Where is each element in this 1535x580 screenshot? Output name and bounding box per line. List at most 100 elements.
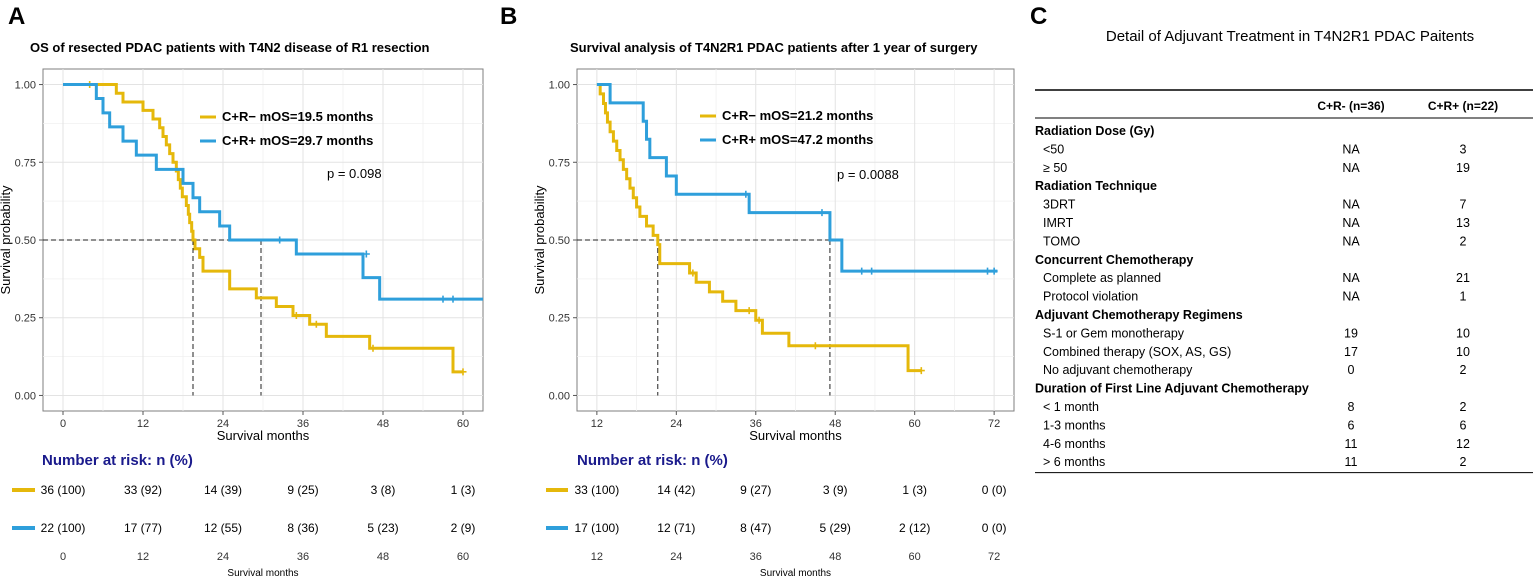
censor-mark: [917, 367, 925, 375]
table-row-label: TOMO: [1043, 234, 1081, 248]
censor-mark: [868, 267, 876, 275]
risk-cell: 14 (39): [204, 483, 242, 497]
risk-cell: 9 (25): [287, 483, 318, 497]
risk-cell: 33 (92): [124, 483, 162, 497]
censor-mark: [755, 316, 763, 324]
risk-cell: 17 (77): [124, 521, 162, 535]
table-cell: NA: [1342, 216, 1360, 230]
x-axis-label: Survival months: [749, 428, 842, 443]
censor-mark: [990, 267, 998, 275]
table-row-label: ≥ 50: [1043, 161, 1067, 175]
risk-cell: 0 (0): [982, 483, 1007, 497]
x-tick-label: 60: [457, 418, 469, 430]
table-row-label: < 1 month: [1043, 400, 1099, 414]
table-row-label: > 6 months: [1043, 455, 1105, 469]
risk-cell: 17 (100): [575, 521, 620, 535]
table-cell: 2: [1460, 234, 1467, 248]
table-cell: NA: [1342, 290, 1360, 304]
x-tick-label: 72: [988, 418, 1000, 430]
legend-entry: C+R− mOS=21.2 months: [722, 108, 873, 123]
risk-x-tick-label: 60: [457, 551, 469, 563]
table-row-label: <50: [1043, 142, 1064, 156]
table-cell: 7: [1460, 198, 1467, 212]
x-tick-label: 12: [591, 418, 603, 430]
x-tick-label: 60: [909, 418, 921, 430]
table-section-header: Radiation Dose (Gy): [1035, 124, 1154, 138]
x-axis-label: Survival months: [217, 428, 310, 443]
risk-x-tick-label: 48: [377, 551, 389, 563]
risk-cell: 2 (12): [899, 521, 930, 535]
p-value: p = 0.0088: [837, 167, 899, 182]
table-cell: 2: [1460, 400, 1467, 414]
risk-cell: 3 (9): [823, 483, 848, 497]
risk-cell: 8 (36): [287, 521, 318, 535]
y-tick-label: 0.75: [15, 157, 36, 169]
y-tick-label: 0.00: [549, 390, 570, 402]
censor-mark: [745, 307, 753, 315]
chart-title: OS of resected PDAC patients with T4N2 d…: [30, 40, 430, 55]
table-title: Detail of Adjuvant Treatment in T4N2R1 P…: [1106, 28, 1474, 45]
panel-letter: C: [1030, 3, 1047, 30]
table-section-header: Concurrent Chemotherapy: [1035, 253, 1193, 267]
table-cell: 19: [1456, 161, 1470, 175]
censor-mark: [449, 295, 457, 303]
censor-mark: [276, 236, 284, 244]
risk-cell: 3 (8): [371, 483, 396, 497]
table-section-header: Adjuvant Chemotherapy Regimens: [1035, 308, 1243, 322]
x-tick-label: 48: [377, 418, 389, 430]
censor-mark: [362, 250, 370, 258]
y-tick-label: 0.75: [549, 157, 570, 169]
risk-x-axis-label: Survival months: [760, 568, 831, 579]
censor-mark: [292, 312, 300, 320]
km-panel-a: A OS of resected PDAC patients with T4N2 …: [0, 3, 484, 579]
risk-table-title: Number at risk: n (%): [42, 452, 193, 469]
survival-curve-cr-minus: [596, 83, 922, 373]
table-cell: 12: [1456, 437, 1470, 451]
table-row-label: Complete as planned: [1043, 271, 1161, 285]
table-cell: 19: [1344, 326, 1358, 340]
censor-mark: [369, 344, 377, 352]
risk-x-tick-label: 12: [591, 551, 603, 563]
risk-cell: 2 (9): [451, 521, 476, 535]
table-row-label: No adjuvant chemotherapy: [1043, 363, 1193, 377]
table-cell: NA: [1342, 161, 1360, 175]
table-cell: 10: [1456, 326, 1470, 340]
column-header: C+R- (n=36): [1317, 99, 1384, 113]
y-tick-label: 0.25: [549, 313, 570, 325]
censor-mark: [984, 267, 992, 275]
risk-cell: 36 (100): [41, 483, 86, 497]
censor-mark: [858, 267, 866, 275]
x-tick-label: 48: [829, 418, 841, 430]
risk-x-tick-label: 36: [297, 551, 309, 563]
table-cell: NA: [1342, 234, 1360, 248]
x-tick-label: 12: [137, 418, 149, 430]
risk-x-tick-label: 48: [829, 551, 841, 563]
risk-cell: 33 (100): [575, 483, 620, 497]
table-cell: NA: [1342, 142, 1360, 156]
risk-cell: 12 (55): [204, 521, 242, 535]
chart-title: Survival analysis of T4N2R1 PDAC patient…: [570, 40, 978, 55]
censor-mark: [439, 295, 447, 303]
table-cell: 6: [1348, 418, 1355, 432]
table-cell: 2: [1460, 363, 1467, 377]
x-tick-label: 36: [750, 418, 762, 430]
survival-curve-cr-minus: [63, 83, 463, 374]
y-tick-label: 1.00: [15, 80, 36, 92]
table-cell: 1: [1460, 290, 1467, 304]
risk-cell: 5 (23): [367, 521, 398, 535]
table-cell: 0: [1348, 363, 1355, 377]
y-axis-label: Survival probability: [0, 185, 13, 295]
table-row-label: Protocol violation: [1043, 290, 1138, 304]
table-cell: 2: [1460, 455, 1467, 469]
risk-cell: 0 (0): [982, 521, 1007, 535]
panel-letter: A: [8, 3, 25, 30]
risk-cell: 14 (42): [657, 483, 695, 497]
survival-curve-cr-plus: [63, 83, 483, 301]
y-axis-label: Survival probability: [532, 185, 547, 295]
risk-x-tick-label: 24: [670, 551, 682, 563]
risk-cell: 5 (29): [820, 521, 851, 535]
risk-x-tick-label: 72: [988, 551, 1000, 563]
censor-mark: [742, 190, 750, 198]
table-cell: 3: [1460, 142, 1467, 156]
survival-curve-cr-plus: [596, 83, 998, 273]
